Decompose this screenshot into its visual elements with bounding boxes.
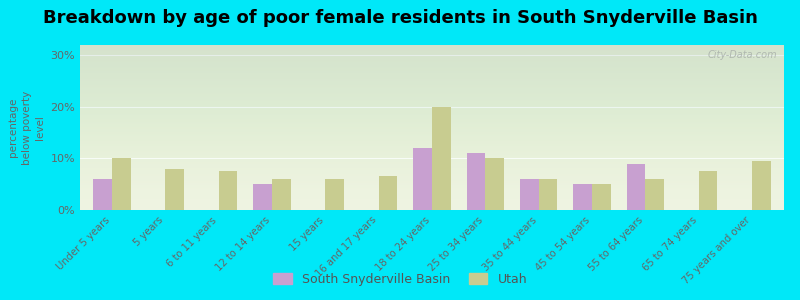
Bar (486, 158, 504, 210)
Bar (466, 153, 486, 210)
Bar (272, 179, 290, 210)
Bar (752, 161, 770, 210)
Bar (414, 148, 432, 210)
Bar (520, 179, 538, 210)
Y-axis label: percentage
below poverty
level: percentage below poverty level (9, 90, 45, 165)
Bar (698, 171, 718, 210)
Bar (166, 169, 184, 210)
Bar (378, 176, 398, 210)
Bar (592, 184, 610, 210)
Text: City-Data.com: City-Data.com (707, 50, 777, 60)
Bar (574, 184, 592, 210)
Bar (254, 184, 272, 210)
Bar (432, 107, 450, 210)
Bar (646, 179, 664, 210)
Bar (112, 158, 130, 210)
Text: Breakdown by age of poor female residents in South Snyderville Basin: Breakdown by age of poor female resident… (42, 9, 758, 27)
Bar (626, 164, 646, 210)
Bar (94, 179, 112, 210)
Bar (538, 179, 558, 210)
Legend: South Snyderville Basin, Utah: South Snyderville Basin, Utah (268, 268, 532, 291)
Bar (326, 179, 344, 210)
Bar (218, 171, 238, 210)
